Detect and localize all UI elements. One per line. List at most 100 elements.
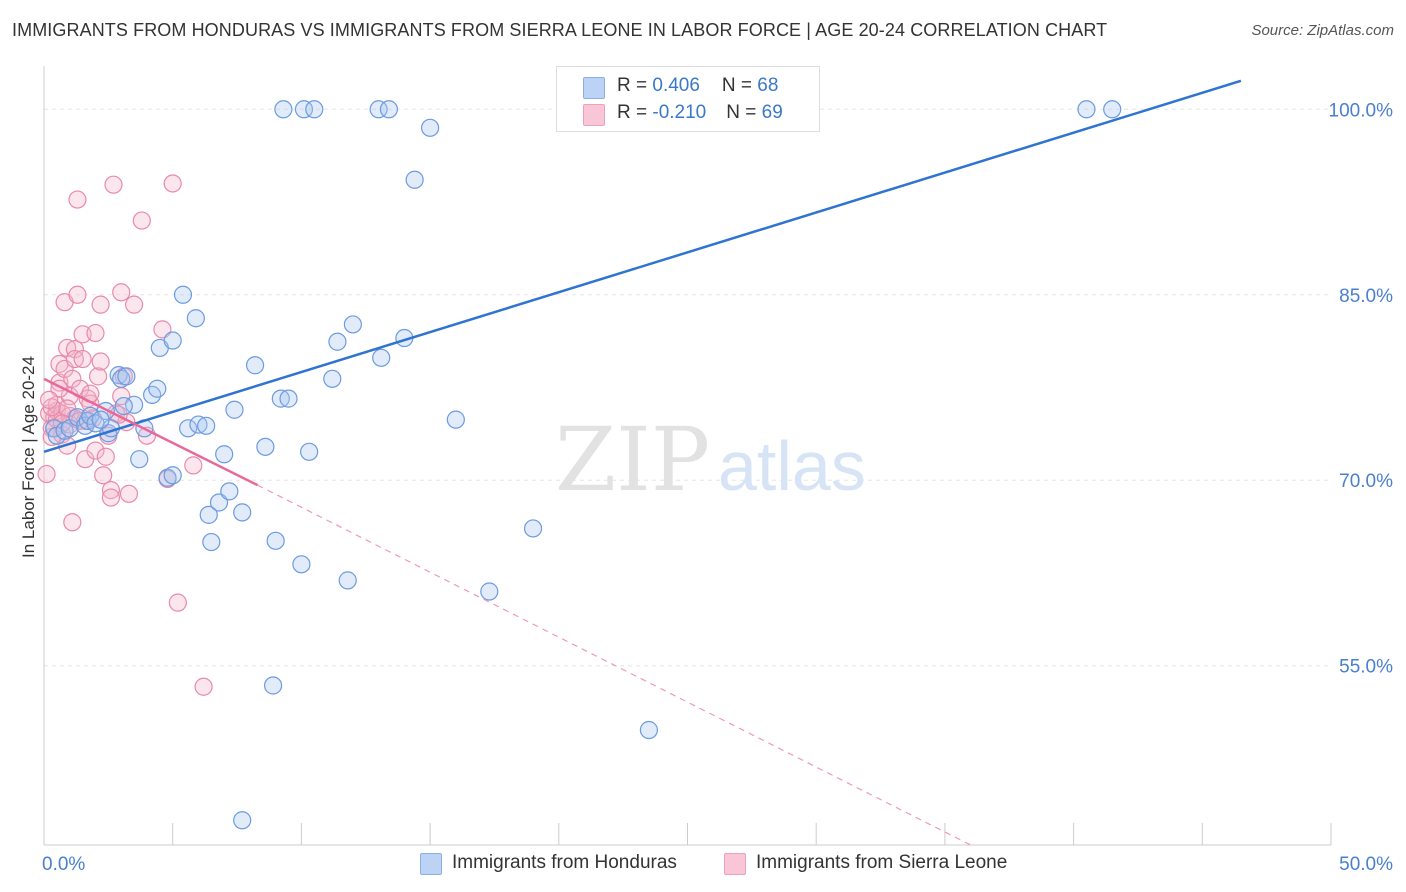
sierra-leone-r-value: -0.210 <box>652 102 707 123</box>
x-tick-label-min: 0.0% <box>42 854 85 875</box>
y-tick-label-2: 85.0% <box>1339 286 1393 307</box>
honduras-r-label: R = <box>617 75 653 96</box>
sierra-leone-point-33 <box>91 352 110 371</box>
sierra-leone-point-20 <box>68 285 87 304</box>
honduras-point-53 <box>372 348 391 367</box>
honduras-legend-label: Immigrants from Honduras <box>452 852 677 873</box>
honduras-point-22 <box>163 466 182 485</box>
honduras-point-16 <box>130 450 149 469</box>
honduras-point-51 <box>369 100 388 119</box>
sierra-leone-point-39 <box>101 488 121 507</box>
sierra-leone-point-30 <box>86 441 105 460</box>
sierra-leone-point-53 <box>163 174 182 193</box>
sierra-leone-swatch <box>583 104 605 126</box>
honduras-point-28 <box>197 416 216 435</box>
honduras-point-47 <box>323 369 342 388</box>
sierra-leone-point-23 <box>73 349 92 369</box>
sierra-leone-point-35 <box>94 466 113 485</box>
honduras-point-56 <box>421 118 440 137</box>
honduras-point-40 <box>271 389 290 408</box>
honduras-trend-line <box>43 79 1242 453</box>
sierra-leone-point-48 <box>132 211 151 230</box>
sierra-leone-point-38 <box>101 481 121 500</box>
honduras-point-32 <box>215 445 234 464</box>
sierra-leone-n-value: 69 <box>761 102 783 123</box>
honduras-point-55 <box>405 170 424 189</box>
gridlines <box>44 108 1331 667</box>
sierra-leone-point-52 <box>168 593 187 612</box>
sierra-leone-r-label: R = <box>617 102 653 123</box>
sierra-leone-point-17 <box>65 340 84 359</box>
honduras-point-44 <box>305 100 324 119</box>
honduras-point-59 <box>523 519 543 538</box>
honduras-point-39 <box>266 531 285 550</box>
trend-lines <box>43 79 1242 846</box>
sierra-leone-point-54 <box>63 513 82 532</box>
honduras-point-48 <box>328 332 347 351</box>
honduras-point-43 <box>294 100 314 119</box>
sierra-leone-n-label: N = <box>726 102 762 123</box>
sierra-leone-trend-line <box>43 377 259 487</box>
y-tick-labels: 55.0% 70.0% 85.0% 100.0% <box>1329 100 1394 677</box>
honduras-point-34 <box>225 400 244 419</box>
honduras-point-31 <box>209 493 229 512</box>
axes <box>43 66 1332 846</box>
sierra-leone-point-31 <box>86 323 105 343</box>
x-tick-label-max: 50.0% <box>1339 854 1393 875</box>
sierra-leone-point-47 <box>124 295 144 314</box>
honduras-n-value: 68 <box>757 75 779 96</box>
honduras-point-38 <box>263 676 283 695</box>
watermark-atlas: atlas <box>718 427 866 505</box>
honduras-point-46 <box>300 442 319 461</box>
honduras-point-50 <box>343 315 362 334</box>
sierra-leone-legend-swatch <box>724 853 746 875</box>
watermark-zip: ZIP <box>555 408 710 511</box>
sierra-leone-point-36 <box>96 447 115 466</box>
honduras-point-26 <box>186 309 205 328</box>
honduras-point-29 <box>199 505 218 524</box>
sierra-leone-point-57 <box>184 456 203 475</box>
y-tick-label-1: 70.0% <box>1339 471 1393 492</box>
y-axis-label: In Labor Force | Age 20-24 <box>19 356 38 558</box>
correlation-legend: R = 0.406 N = 68 R = -0.210 N = 69 <box>556 66 820 132</box>
sierra-leone-legend-label: Immigrants from Sierra Leone <box>756 852 1008 873</box>
y-tick-label-0: 55.0% <box>1339 657 1393 678</box>
honduras-point-67 <box>91 410 110 429</box>
honduras-point-14 <box>117 367 136 386</box>
honduras-point-63 <box>1077 100 1096 119</box>
honduras-point-64 <box>1103 100 1122 119</box>
honduras-point-52 <box>379 100 399 119</box>
sierra-leone-point-19 <box>65 349 84 369</box>
honduras-swatch <box>583 77 605 99</box>
honduras-point-66 <box>114 396 133 416</box>
honduras-point-25 <box>179 419 198 438</box>
honduras-point-35 <box>233 503 252 522</box>
sierra-leone-point-24 <box>73 325 92 344</box>
sierra-leone-point-46 <box>119 484 139 503</box>
honduras-point-24 <box>173 285 193 304</box>
honduras-point-58 <box>480 582 499 601</box>
sierra-leone-point-55 <box>37 464 56 484</box>
honduras-point-37 <box>256 437 275 456</box>
sierra-leone-point-21 <box>68 190 87 209</box>
sierra-leone-point-16 <box>63 369 82 388</box>
honduras-point-19 <box>148 379 167 398</box>
honduras-point-41 <box>279 389 298 408</box>
sierra-leone-trend-extension <box>257 484 971 846</box>
honduras-point-49 <box>338 571 357 590</box>
sierra-leone-point-34 <box>91 295 110 314</box>
honduras-point-36 <box>245 356 265 375</box>
sierra-leone-point-63 <box>42 398 61 417</box>
honduras-point-42 <box>274 100 293 119</box>
honduras-point-45 <box>292 555 311 574</box>
honduras-point-60 <box>639 720 658 740</box>
honduras-legend-swatch <box>420 853 442 875</box>
sierra-leone-point-67 <box>40 390 59 409</box>
source-label: Source: ZipAtlas.com <box>1251 22 1394 39</box>
honduras-point-23 <box>163 331 182 350</box>
sierra-leone-point-40 <box>104 175 123 194</box>
sierra-leone-point-32 <box>88 367 108 386</box>
x-tick-labels: 0.0% 50.0% <box>42 854 1393 875</box>
y-tick-label-3: 100.0% <box>1329 100 1394 121</box>
